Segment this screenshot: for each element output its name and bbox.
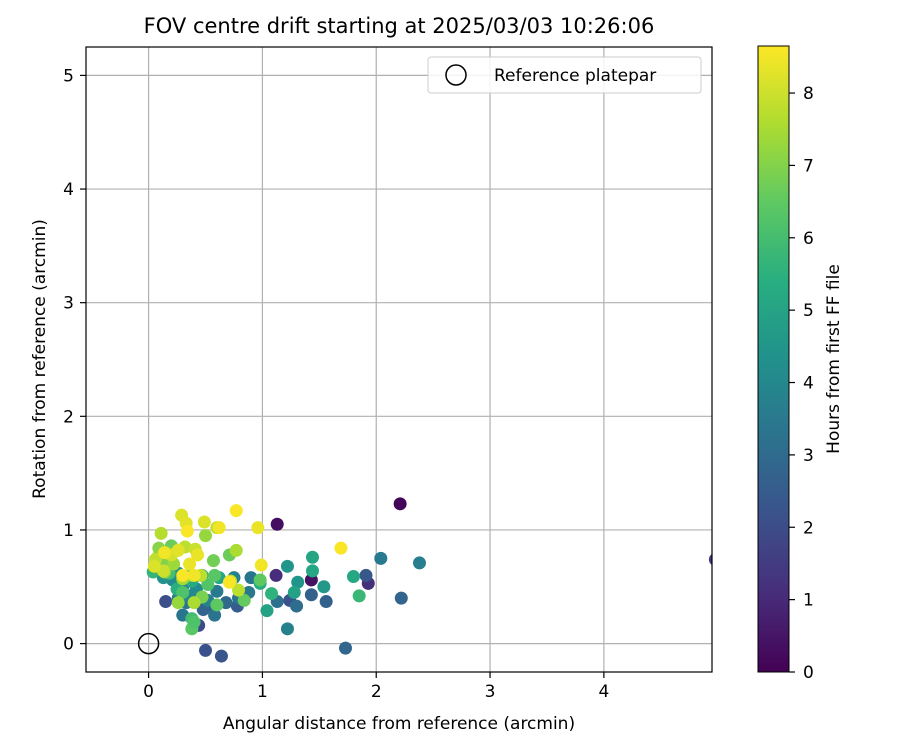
reference-platepar-marker — [137, 632, 160, 655]
data-point — [180, 524, 194, 538]
colorbar-tick-label: 3 — [803, 446, 814, 466]
data-point — [201, 578, 215, 591]
data-point — [171, 543, 185, 557]
chart-title: FOV centre drift starting at 2025/03/03 … — [144, 14, 655, 38]
data-point — [187, 596, 201, 610]
data-point — [212, 521, 226, 535]
colorbar-gradient — [757, 45, 790, 673]
data-point — [304, 588, 318, 602]
data-point — [708, 553, 712, 566]
y-tick-label: 3 — [63, 294, 74, 314]
x-tick-label: 2 — [371, 682, 382, 702]
x-tick-label: 1 — [257, 682, 268, 702]
legend: Reference platepar — [427, 56, 702, 94]
data-point — [176, 568, 190, 582]
data-point — [187, 568, 201, 582]
data-point — [287, 585, 301, 599]
y-tick-label: 4 — [63, 180, 74, 200]
data-point — [352, 589, 366, 603]
data-point — [154, 526, 168, 540]
data-point — [265, 587, 279, 601]
colorbar: 0 1 2 3 4 5 6 7 8 Hours from first FF file — [757, 45, 844, 683]
colorbar-tick-label: 1 — [803, 591, 814, 611]
legend-box — [427, 56, 702, 94]
colorbar-label: Hours from first FF file — [824, 264, 844, 454]
colorbar-tick-label: 5 — [803, 301, 814, 321]
data-point — [291, 575, 305, 589]
colorbar-tick-label: 8 — [803, 84, 814, 104]
data-point — [214, 649, 228, 663]
data-point — [270, 517, 284, 531]
data-point — [280, 559, 294, 573]
x-axis-ticks: 0 1 2 3 4 — [143, 672, 609, 702]
axes-frame — [85, 46, 713, 673]
data-point — [197, 515, 211, 529]
legend-entry-reference: Reference platepar — [494, 66, 656, 86]
y-tick-label: 1 — [63, 521, 74, 541]
data-point — [393, 497, 407, 511]
data-point — [305, 550, 319, 564]
data-point — [260, 604, 274, 618]
data-point — [317, 580, 331, 594]
data-point — [176, 585, 190, 599]
y-tick-label: 2 — [63, 407, 74, 427]
data-point — [254, 558, 268, 572]
y-axis-ticks: 0 1 2 3 4 5 — [63, 66, 86, 655]
data-point — [232, 583, 246, 597]
data-point — [208, 568, 222, 582]
data-point — [253, 573, 267, 587]
data-point — [147, 559, 161, 573]
data-point — [229, 543, 243, 557]
colorbar-tick-label: 7 — [803, 156, 814, 176]
data-point — [237, 593, 251, 607]
data-point — [171, 596, 185, 610]
data-point — [412, 556, 426, 570]
colorbar-tick-label: 2 — [803, 518, 814, 538]
data-point — [269, 568, 283, 582]
data-point — [210, 598, 224, 612]
data-point — [191, 548, 205, 562]
colorbar-tick-label: 4 — [803, 374, 814, 394]
data-point — [280, 622, 294, 636]
data-point — [210, 584, 224, 598]
data-point — [208, 608, 222, 622]
colorbar-tick-label: 0 — [803, 663, 814, 683]
data-point — [199, 529, 213, 543]
data-point — [199, 643, 213, 657]
x-tick-label: 3 — [485, 682, 496, 702]
colorbar-ticks: 0 1 2 3 4 5 6 7 8 — [789, 84, 814, 683]
colorbar-tick-label: 6 — [803, 229, 814, 249]
data-point — [251, 521, 265, 535]
data-point — [222, 575, 236, 589]
data-point — [229, 504, 243, 518]
y-tick-label: 0 — [63, 635, 74, 655]
data-point — [359, 568, 373, 582]
data-point — [187, 615, 201, 629]
data-point — [305, 564, 319, 578]
data-point — [159, 595, 173, 609]
data-point — [319, 595, 333, 609]
data-point — [206, 554, 220, 568]
data-point — [183, 557, 197, 571]
legend-marker-icon — [445, 64, 467, 86]
data-point — [290, 599, 304, 613]
data-point — [394, 591, 408, 605]
data-point — [346, 570, 360, 584]
y-axis-label: Rotation from reference (arcmin) — [30, 219, 50, 499]
x-axis-label: Angular distance from reference (arcmin) — [223, 714, 575, 734]
x-tick-label: 4 — [598, 682, 609, 702]
data-points — [146, 497, 712, 663]
data-point — [334, 541, 348, 555]
x-tick-label: 0 — [143, 682, 154, 702]
data-point — [374, 551, 388, 565]
data-point — [158, 546, 172, 560]
y-tick-label: 5 — [63, 66, 74, 86]
data-point — [339, 641, 353, 655]
